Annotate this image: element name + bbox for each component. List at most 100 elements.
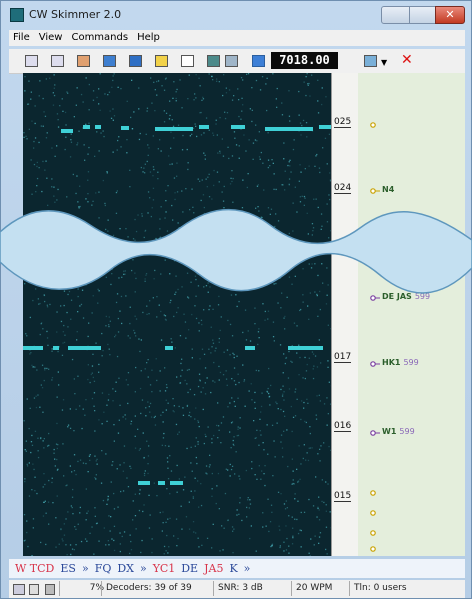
menu-item[interactable]: Commands [71,32,129,43]
noise-dot [77,201,79,203]
noise-dot [195,295,197,297]
tool-icon[interactable] [155,55,168,67]
noise-dot [200,199,202,202]
tool-icon[interactable] [207,55,220,67]
menu-item[interactable]: File [13,32,30,43]
noise-dot [217,437,219,439]
noise-dot [280,307,282,309]
noise-dot [151,102,153,104]
noise-dot [276,402,278,405]
noise-dot [32,463,34,465]
tool-icon[interactable] [51,55,64,67]
noise-dot [218,429,220,431]
noise-dot [24,283,26,285]
noise-dot [152,166,155,168]
tool-icon[interactable] [225,55,238,67]
close-button[interactable]: ✕ [435,6,465,24]
noise-dot [32,366,34,368]
noise-dot [232,201,234,203]
tool-icon[interactable] [77,55,90,67]
noise-dot [207,426,209,428]
noise-dot [330,403,331,405]
noise-dot [34,366,36,368]
noise-dot [36,185,38,187]
noise-dot [227,319,229,322]
noise-dot [64,214,66,216]
noise-dot [212,274,215,276]
noise-dot [150,77,152,79]
noise-dot [149,411,151,413]
spot-marker [370,430,376,436]
noise-dot [154,269,156,272]
noise-dot [273,340,275,342]
noise-dot [111,464,113,466]
noise-dot [208,196,211,198]
noise-dot [271,544,273,547]
noise-dot [212,308,214,310]
noise-dot [262,512,264,514]
noise-dot [173,81,175,83]
tool-icon[interactable] [103,55,116,67]
noise-dot [172,410,174,412]
noise-dot [117,331,120,333]
noise-dot [154,415,156,418]
noise-dot [168,118,171,120]
noise-dot [176,464,178,467]
noise-dot [222,549,224,551]
noise-dot [199,358,201,360]
menu-item[interactable]: Help [137,32,160,43]
noise-dot [317,206,319,209]
noise-dot [283,142,285,144]
noise-dot [138,138,141,141]
noise-dot [92,99,95,101]
noise-dot [92,295,94,297]
tool-icon[interactable] [181,55,194,67]
maximize-button[interactable] [409,6,436,24]
noise-dot [216,424,218,427]
noise-dot [201,544,203,546]
noise-dot [138,338,140,340]
noise-dot [255,550,257,552]
noise-dot [312,227,315,229]
tool-icon[interactable] [129,55,142,67]
noise-dot [32,366,35,368]
noise-dot [113,508,116,510]
spot-tool[interactable] [364,55,377,67]
noise-dot [70,318,72,320]
delete-button[interactable]: ✕ [401,52,413,68]
noise-dot [245,224,247,226]
menu-item[interactable]: View [38,32,63,43]
noise-dot [186,369,189,371]
dropdown-arrow[interactable]: ▼ [381,58,388,67]
noise-dot [164,315,167,317]
noise-dot [309,555,311,556]
noise-dot [69,427,72,429]
tool-icon[interactable] [25,55,38,67]
noise-dot [153,482,155,484]
decoded-token: FQ [94,562,112,575]
noise-dot [77,288,79,290]
noise-dot [231,465,234,467]
noise-dot [71,216,73,218]
unidentified-marker [370,122,376,128]
noise-dot [186,405,188,407]
noise-dot [162,522,164,524]
frequency-display[interactable]: 7018.00 [271,52,338,69]
noise-dot [42,411,44,413]
noise-dot [212,342,215,344]
decoded-token: K [229,562,238,575]
tune-icon[interactable] [252,55,265,67]
noise-dot [256,478,258,480]
noise-dot [216,171,219,173]
noise-dot [138,509,141,512]
noise-dot [262,442,264,444]
noise-dot [195,456,197,459]
noise-dot [300,511,302,514]
noise-dot [263,221,265,223]
minimize-button[interactable] [381,6,410,24]
noise-dot [281,184,283,186]
title-bar: CW Skimmer 2.0 ✕ [1,1,471,29]
noise-dot [169,163,171,166]
noise-dot [327,413,329,415]
noise-dot [24,539,26,541]
